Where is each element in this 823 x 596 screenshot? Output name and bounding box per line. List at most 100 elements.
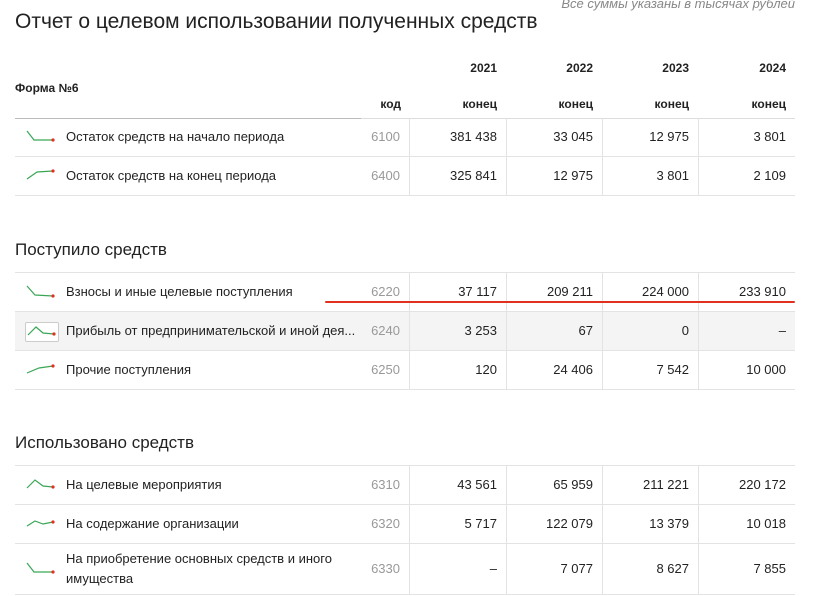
column-separator xyxy=(602,466,603,504)
row-value: 12 975 xyxy=(649,129,689,144)
row-value: 381 438 xyxy=(450,129,497,144)
table-row: Прочие поступления 6250 120 24 406 7 542 10 0… xyxy=(15,351,795,390)
trend-line xyxy=(26,169,54,179)
row-value: 37 117 xyxy=(458,284,497,299)
row-code: 6310 xyxy=(371,477,400,492)
row-code: 6220 xyxy=(371,284,400,299)
trend-dot xyxy=(51,294,55,298)
column-separator xyxy=(698,156,699,195)
row-value: 43 561 xyxy=(457,477,497,492)
column-separator xyxy=(602,351,603,389)
year-header: 2024 xyxy=(759,61,786,75)
column-separator xyxy=(602,312,603,350)
trend-dot xyxy=(51,364,55,368)
trend-icon xyxy=(26,562,55,574)
row-name: Остаток средств на начало периода xyxy=(66,129,285,144)
column-separator xyxy=(506,273,507,311)
column-separator xyxy=(698,273,699,311)
row-code: 6250 xyxy=(371,362,400,377)
row-name: На целевые мероприятия xyxy=(66,477,222,492)
trend-line xyxy=(27,326,55,336)
row-code: 6240 xyxy=(371,323,400,338)
trend-dot xyxy=(51,485,55,489)
column-separator xyxy=(698,466,699,504)
row-value: 209 211 xyxy=(546,284,593,299)
period-header: конец xyxy=(654,97,689,111)
row-value: 325 841 xyxy=(450,167,497,183)
column-separator xyxy=(506,351,507,389)
table-row: На целевые мероприятия 6310 43 561 65 959 21… xyxy=(15,466,795,505)
trend-line xyxy=(26,365,54,374)
row-value: 233 910 xyxy=(739,284,786,299)
trend-icon xyxy=(26,285,55,298)
header-line xyxy=(15,118,361,119)
form-label: Форма №6 xyxy=(15,81,79,95)
trend-dot xyxy=(51,168,55,173)
row-value: 65 959 xyxy=(553,477,593,492)
row-name: Взносы и иные целевые поступления xyxy=(66,284,293,299)
note: Все суммы указаны в тысячах рублей xyxy=(561,0,795,11)
row-value: 33 045 xyxy=(553,129,593,144)
row-name: Остаток средств на конец периода xyxy=(66,167,277,183)
column-separator xyxy=(506,505,507,543)
row-value: 220 172 xyxy=(739,477,786,492)
column-separator xyxy=(409,351,410,389)
trend-icon xyxy=(26,520,55,527)
column-separator xyxy=(602,273,603,311)
column-separator xyxy=(602,118,603,156)
trend-icon xyxy=(26,130,55,142)
trend-dot xyxy=(52,332,56,336)
table-row: Остаток средств на конец периода 6400 325 … xyxy=(15,156,795,196)
section-line xyxy=(15,465,795,466)
section-line xyxy=(15,272,795,273)
row-code: 6100 xyxy=(371,129,400,144)
trend-icon xyxy=(25,322,59,342)
row-value: 5 717 xyxy=(464,516,497,531)
column-separator xyxy=(409,312,410,350)
row-value: 7 542 xyxy=(656,362,689,377)
trend-icon xyxy=(26,364,55,374)
year-header: 2021 xyxy=(470,61,497,75)
table-row: На приобретение основных средств и иного… xyxy=(15,544,795,595)
trend-dot xyxy=(51,570,55,574)
trend-line xyxy=(26,479,54,489)
row-value: 10 000 xyxy=(746,362,786,377)
trend-icon xyxy=(26,479,55,489)
row-value: 122 079 xyxy=(546,516,593,531)
row-name: Прочие поступления xyxy=(66,362,192,377)
row-value: 3 801 xyxy=(656,167,689,183)
column-separator xyxy=(409,466,410,504)
row-value: – xyxy=(489,561,497,576)
row-value: 7 077 xyxy=(560,561,593,576)
column-separator xyxy=(409,118,410,156)
row-name: На содержание организации xyxy=(66,516,239,531)
row-value: 2 109 xyxy=(753,167,786,183)
row-value: 3 253 xyxy=(464,323,497,338)
column-separator xyxy=(409,544,410,594)
column-separator xyxy=(409,156,410,195)
row-value: 7 855 xyxy=(753,561,786,576)
trend-dot xyxy=(51,520,55,524)
underline xyxy=(325,301,795,303)
column-separator xyxy=(506,466,507,504)
row-value: 13 379 xyxy=(649,516,689,531)
row-code: 6320 xyxy=(371,516,400,531)
column-separator xyxy=(602,156,603,195)
column-separator xyxy=(698,505,699,543)
column-separator xyxy=(698,544,699,594)
row-value: 211 221 xyxy=(642,477,689,492)
trend-line xyxy=(26,562,53,573)
section-title: Использовано средств xyxy=(15,433,194,452)
column-separator xyxy=(409,273,410,311)
table-row: На содержание организации 6320 5 717 122 07… xyxy=(15,505,795,544)
column-separator xyxy=(698,312,699,350)
row-code: 6330 xyxy=(371,561,400,576)
row-value: 120 xyxy=(475,362,497,377)
title: Отчет о целевом использовании полученных… xyxy=(15,10,538,33)
table-row: Прибыль от предпринимательской и иной де… xyxy=(15,312,795,351)
trend-line xyxy=(26,285,54,297)
row-name: На приобретение основных средств и иного… xyxy=(66,551,332,586)
row-code: 6400 xyxy=(371,167,400,183)
row-value: 12 975 xyxy=(553,167,593,183)
